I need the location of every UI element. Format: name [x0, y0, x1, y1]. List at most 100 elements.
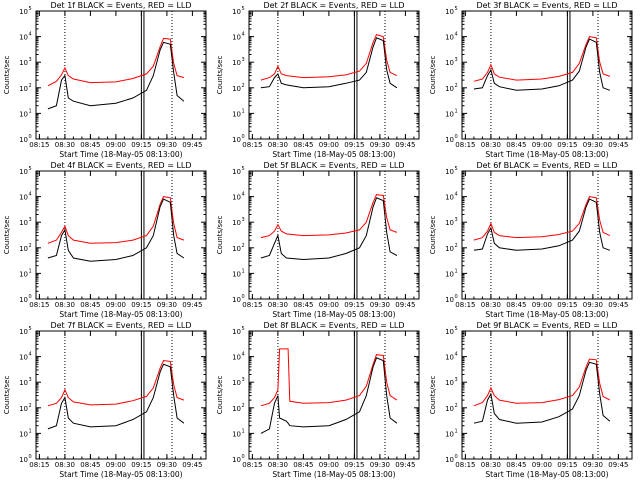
plot-frame: [35, 10, 207, 140]
x-tick-label: 08:30: [481, 141, 501, 149]
x-tick-label: 09:45: [395, 461, 415, 469]
y-tick-exponent: 4: [455, 352, 458, 358]
x-tick-label: 09:15: [344, 301, 364, 309]
x-tick-label: 08:45: [80, 301, 100, 309]
x-tick-label: 08:30: [55, 301, 75, 309]
y-tick-label: 10: [232, 379, 241, 387]
x-tick-label: 09:00: [532, 461, 552, 469]
chart-title: Det 7f BLACK = Events, RED = LLD: [50, 321, 191, 330]
y-tick-exponent: 5: [455, 326, 458, 332]
series-line-black: [47, 198, 185, 262]
y-tick-exponent: 5: [455, 6, 458, 12]
x-tick-label: 08:30: [268, 461, 288, 469]
series-line-black: [473, 198, 611, 251]
series-line-black: [260, 197, 398, 261]
x-tick-label: 09:00: [532, 301, 552, 309]
y-tick-label: 10: [232, 110, 241, 118]
x-axis-label: Start Time (18-May-05 08:13:00): [272, 310, 395, 319]
y-tick-label: 10: [445, 194, 454, 202]
x-tick-label: 08:15: [29, 301, 49, 309]
x-tick-label: 08:15: [242, 141, 262, 149]
y-tick-exponent: 1: [242, 268, 245, 274]
y-tick-label: 10: [19, 354, 28, 362]
y-tick-exponent: 4: [242, 192, 245, 198]
series-line-red: [260, 33, 398, 81]
x-tick-label: 08:45: [293, 141, 313, 149]
y-tick-exponent: 1: [29, 428, 32, 434]
y-tick-exponent: 3: [455, 217, 458, 223]
chart-title: Det 1f BLACK = Events, RED = LLD: [50, 1, 191, 10]
x-tick-label: 08:30: [481, 301, 501, 309]
y-tick-label: 10: [232, 85, 241, 93]
series-line-red: [47, 196, 185, 244]
x-tick-label: 09:45: [608, 461, 628, 469]
series-line-black: [47, 363, 185, 430]
y-tick-exponent: 2: [455, 403, 458, 409]
y-tick-exponent: 3: [242, 217, 245, 223]
y-tick-exponent: 2: [242, 243, 245, 249]
y-tick-label: 10: [445, 85, 454, 93]
y-tick-label: 10: [19, 110, 28, 118]
y-tick-label: 10: [232, 354, 241, 362]
x-tick-label: 09:30: [583, 141, 603, 149]
x-tick-label: 08:15: [29, 141, 49, 149]
series-line-red: [473, 358, 611, 407]
y-tick-label: 10: [445, 59, 454, 67]
y-tick-exponent: 1: [242, 428, 245, 434]
x-tick-label: 08:45: [80, 141, 100, 149]
x-tick-label: 09:00: [106, 461, 126, 469]
x-tick-label: 09:15: [344, 461, 364, 469]
y-tick-label: 10: [232, 296, 241, 304]
y-tick-exponent: 0: [455, 294, 458, 300]
series-line-red: [47, 360, 185, 407]
x-tick-label: 09:30: [583, 461, 603, 469]
series-line-black: [260, 357, 398, 434]
y-tick-exponent: 0: [455, 134, 458, 140]
y-tick-label: 10: [232, 194, 241, 202]
plot-frame: [248, 330, 420, 460]
y-tick-exponent: 2: [455, 243, 458, 249]
y-tick-exponent: 4: [29, 352, 32, 358]
y-tick-exponent: 4: [29, 32, 32, 38]
series-line-black: [473, 361, 611, 424]
y-tick-exponent: 4: [455, 32, 458, 38]
x-tick-label: 08:15: [455, 461, 475, 469]
y-axis-label: Counts/sec: [216, 376, 224, 415]
y-tick-exponent: 0: [455, 454, 458, 460]
y-tick-exponent: 2: [29, 83, 32, 89]
x-tick-label: 09:45: [182, 301, 202, 309]
x-tick-label: 09:30: [370, 141, 390, 149]
y-tick-label: 10: [445, 136, 454, 144]
x-tick-label: 09:30: [157, 141, 177, 149]
x-tick-label: 08:15: [455, 301, 475, 309]
plot-frame: [461, 170, 633, 300]
x-tick-label: 09:15: [557, 301, 577, 309]
y-tick-exponent: 2: [29, 403, 32, 409]
x-tick-label: 08:30: [481, 461, 501, 469]
y-tick-exponent: 1: [29, 268, 32, 274]
y-tick-label: 10: [232, 245, 241, 253]
chart-title: Det 6f BLACK = Events, RED = LLD: [476, 161, 617, 170]
x-tick-label: 08:15: [242, 461, 262, 469]
y-tick-exponent: 0: [242, 294, 245, 300]
x-tick-label: 09:00: [319, 141, 339, 149]
x-tick-label: 08:15: [242, 301, 262, 309]
y-tick-label: 10: [232, 34, 241, 42]
series-line-black: [47, 41, 185, 110]
y-tick-label: 10: [445, 34, 454, 42]
y-tick-exponent: 3: [455, 377, 458, 383]
x-tick-label: 09:30: [370, 461, 390, 469]
x-tick-label: 08:45: [506, 141, 526, 149]
y-tick-exponent: 5: [29, 166, 32, 172]
y-tick-exponent: 2: [29, 243, 32, 249]
x-tick-label: 09:45: [182, 461, 202, 469]
y-tick-label: 10: [19, 136, 28, 144]
y-tick-exponent: 2: [242, 403, 245, 409]
y-tick-exponent: 5: [29, 326, 32, 332]
y-tick-exponent: 0: [29, 454, 32, 460]
series-line-red: [473, 196, 611, 241]
y-tick-exponent: 4: [455, 192, 458, 198]
